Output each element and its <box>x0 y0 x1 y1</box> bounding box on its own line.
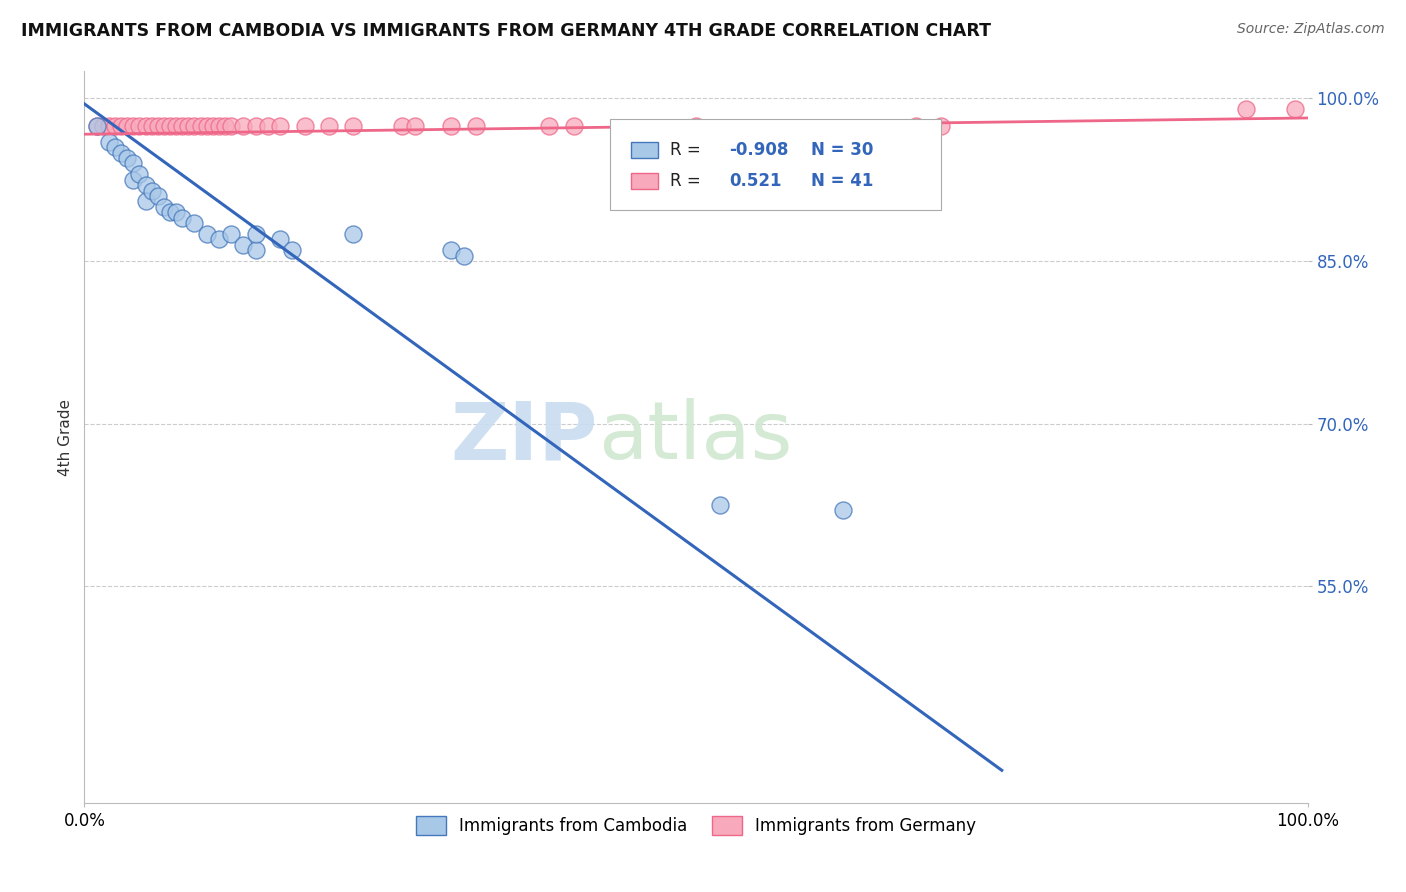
Point <box>281 243 304 257</box>
Text: R =: R = <box>671 141 706 160</box>
Point <box>342 119 364 133</box>
Point <box>153 200 176 214</box>
Point <box>153 119 176 133</box>
Point <box>245 227 267 241</box>
Point <box>201 119 224 133</box>
Point <box>97 119 120 133</box>
Point <box>91 119 114 133</box>
FancyBboxPatch shape <box>631 173 658 189</box>
Point <box>453 249 475 263</box>
Text: ZIP: ZIP <box>451 398 598 476</box>
FancyBboxPatch shape <box>610 119 941 211</box>
Point <box>929 119 952 133</box>
Text: N = 30: N = 30 <box>811 141 873 160</box>
Point <box>232 119 254 133</box>
Point <box>135 178 157 193</box>
Point <box>165 205 187 219</box>
FancyBboxPatch shape <box>631 143 658 159</box>
Point <box>172 119 194 133</box>
Point <box>318 119 340 133</box>
Point <box>141 119 163 133</box>
Point <box>115 119 138 133</box>
Point <box>440 119 463 133</box>
Point <box>214 119 236 133</box>
Legend: Immigrants from Cambodia, Immigrants from Germany: Immigrants from Cambodia, Immigrants fro… <box>409 809 983 842</box>
Point <box>183 119 205 133</box>
Text: IMMIGRANTS FROM CAMBODIA VS IMMIGRANTS FROM GERMANY 4TH GRADE CORRELATION CHART: IMMIGRANTS FROM CAMBODIA VS IMMIGRANTS F… <box>21 22 991 40</box>
Point <box>232 237 254 252</box>
Point <box>245 243 267 257</box>
Point <box>1236 103 1258 117</box>
Point <box>135 119 157 133</box>
Point <box>135 194 157 209</box>
Point <box>122 156 145 170</box>
Point <box>208 232 231 246</box>
Point <box>122 119 145 133</box>
Point <box>172 211 194 225</box>
Point <box>269 232 291 246</box>
Point <box>257 119 280 133</box>
Point <box>190 119 212 133</box>
Point <box>146 189 169 203</box>
Text: N = 41: N = 41 <box>811 172 873 190</box>
Point <box>208 119 231 133</box>
Point <box>104 119 127 133</box>
Point <box>159 119 181 133</box>
Text: Source: ZipAtlas.com: Source: ZipAtlas.com <box>1237 22 1385 37</box>
Point <box>831 503 853 517</box>
Point <box>195 227 218 241</box>
Point <box>219 119 242 133</box>
Point <box>562 119 585 133</box>
Point <box>115 151 138 165</box>
Point <box>86 119 108 133</box>
Point <box>1284 103 1306 117</box>
Point <box>97 135 120 149</box>
Point <box>440 243 463 257</box>
Point <box>86 119 108 133</box>
Point <box>195 119 218 133</box>
Point <box>219 227 242 241</box>
Y-axis label: 4th Grade: 4th Grade <box>58 399 73 475</box>
Point <box>342 227 364 241</box>
Point <box>685 119 707 133</box>
Text: -0.908: -0.908 <box>728 141 789 160</box>
Point <box>128 119 150 133</box>
Point <box>245 119 267 133</box>
Text: atlas: atlas <box>598 398 793 476</box>
Point <box>464 119 486 133</box>
Point <box>391 119 413 133</box>
Point <box>269 119 291 133</box>
Point <box>122 172 145 186</box>
Point <box>177 119 200 133</box>
Point <box>159 205 181 219</box>
Point <box>404 119 426 133</box>
Point <box>141 184 163 198</box>
Point <box>146 119 169 133</box>
Point <box>538 119 561 133</box>
Point <box>165 119 187 133</box>
Point <box>183 216 205 230</box>
Point <box>294 119 316 133</box>
Point <box>104 140 127 154</box>
Text: R =: R = <box>671 172 706 190</box>
Point <box>110 119 132 133</box>
Point <box>128 167 150 181</box>
Point <box>110 145 132 160</box>
Text: 0.521: 0.521 <box>728 172 782 190</box>
Point <box>709 498 731 512</box>
Point <box>905 119 928 133</box>
